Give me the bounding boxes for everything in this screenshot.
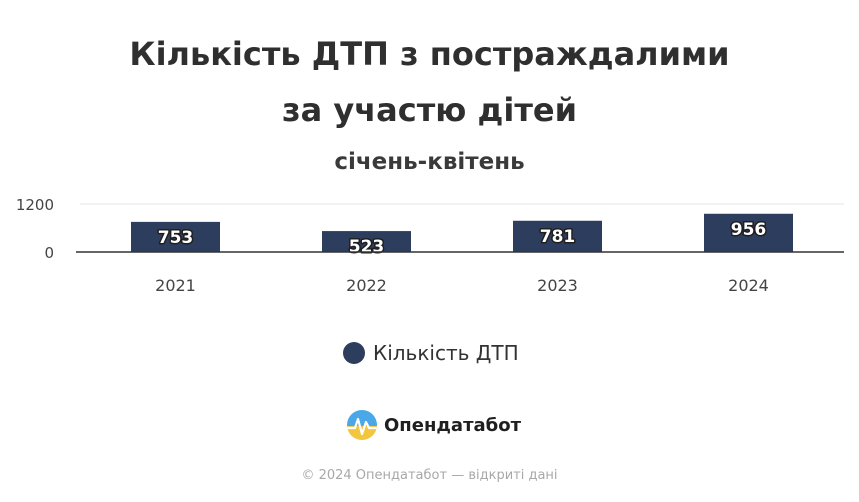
chart-title-line-1: Кількість ДТП з постраждалими [129,35,730,73]
data-label-2023: 781 [540,227,576,247]
y-tick-label-1: 1200 [16,196,54,214]
brand-name: Опендатабот [384,414,522,436]
x-tick-label-2022: 2022 [346,276,387,295]
bar-2022 [322,231,411,252]
x-tick-label-2023: 2023 [537,276,578,295]
legend-label: Кількість ДТП [373,341,519,365]
y-tick-label-0: 0 [44,244,54,262]
bar-2021 [131,221,220,252]
legend[interactable]: Кількість ДТП [343,340,519,366]
x-tick-label-2021: 2021 [155,276,196,295]
bar-2024 [704,213,793,252]
copyright-footer: © 2024 Опендатабот — відкриті дані [301,468,558,483]
x-tick-label-2024: 2024 [728,276,769,295]
data-label-2024: 956 [731,220,767,240]
bar-chart: 0 1200 753 2021 523 2022 781 2023 956 2024 [16,196,844,295]
chart-subtitle: січень-квітень [334,149,525,175]
data-label-2021: 753 [158,228,194,248]
chart-title-line-2: за участю дітей [282,91,577,129]
legend-swatch [343,342,365,364]
bar-2023 [513,220,602,252]
data-label-2022: 523 [349,237,385,257]
brand: Опендатабот [346,409,521,441]
opendatabot-logo-icon [347,410,377,440]
